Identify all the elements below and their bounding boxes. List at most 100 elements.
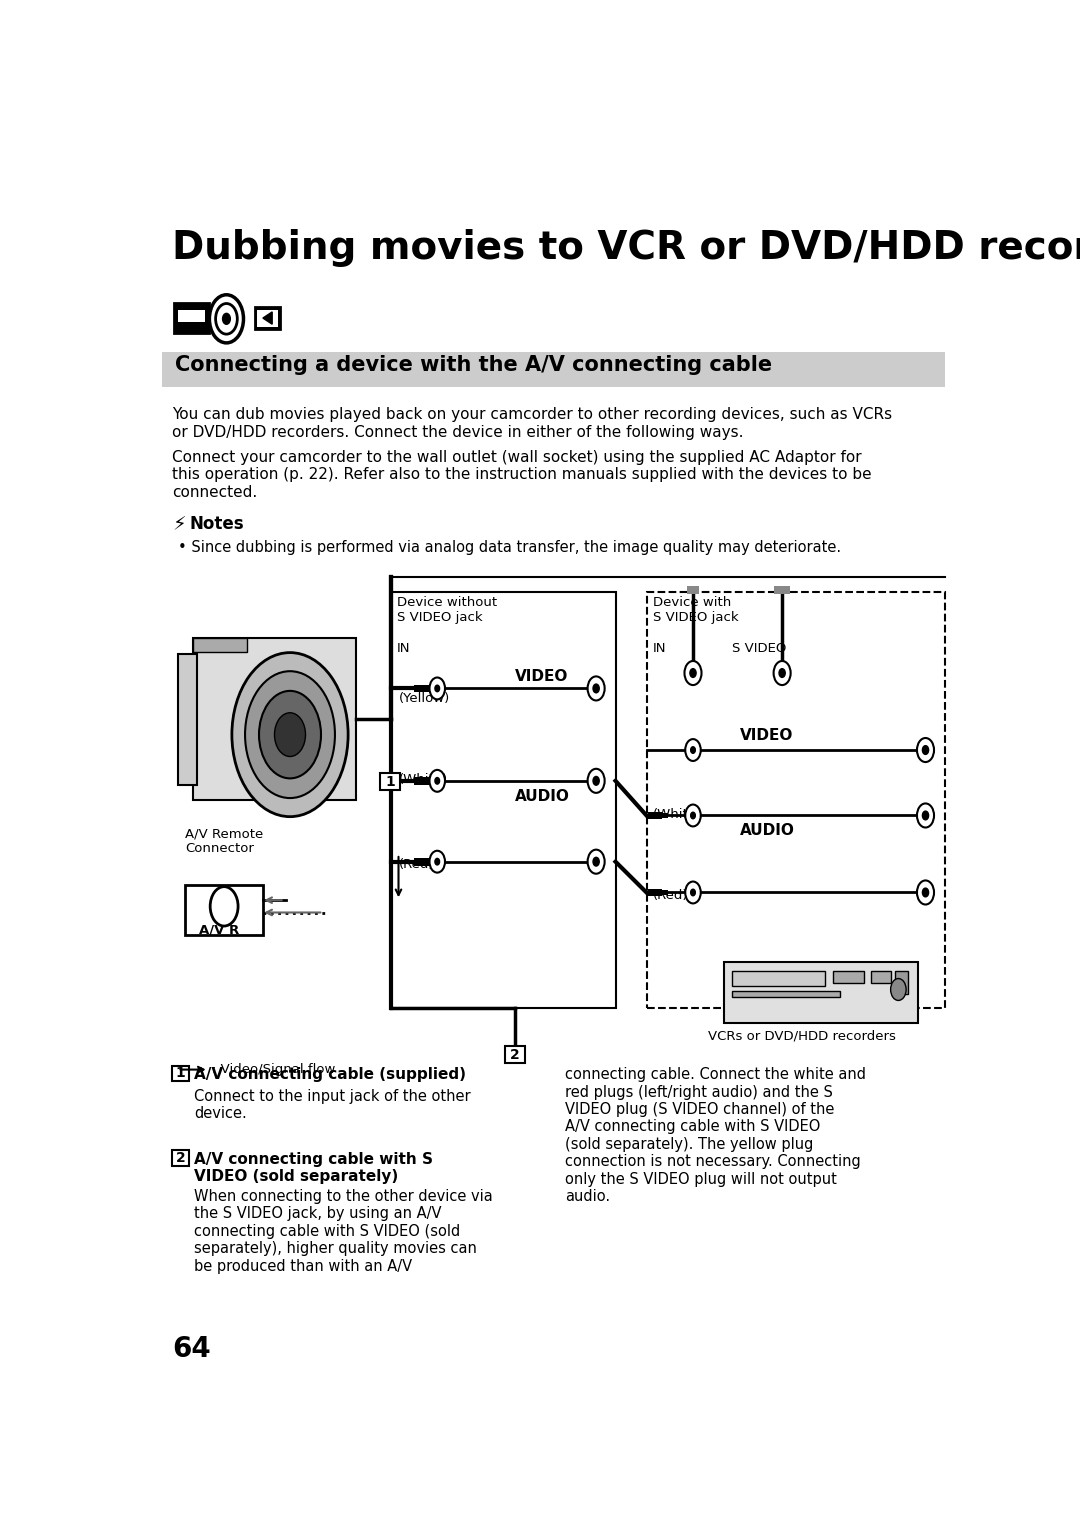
Bar (200, 328, 203, 333)
Circle shape (435, 686, 440, 692)
Text: 1: 1 (176, 1066, 186, 1080)
Bar (172, 1150, 189, 1166)
Circle shape (593, 858, 599, 867)
Bar (255, 307, 280, 328)
Bar (194, 328, 198, 333)
Bar (162, 351, 945, 388)
Bar (184, 328, 187, 333)
Circle shape (245, 672, 335, 798)
Circle shape (922, 811, 929, 819)
Bar (774, 586, 789, 594)
Text: You can dub movies played back on your camcorder to other recording devices, suc: You can dub movies played back on your c… (172, 408, 892, 440)
Bar (833, 971, 864, 983)
Circle shape (430, 770, 445, 792)
Circle shape (917, 881, 934, 905)
Bar (178, 304, 181, 308)
Bar (257, 310, 278, 327)
Circle shape (588, 850, 605, 874)
Text: IN: IN (397, 643, 410, 655)
Text: (White): (White) (652, 808, 702, 821)
Text: 2: 2 (510, 1048, 519, 1062)
Bar (732, 991, 840, 997)
Circle shape (435, 859, 440, 865)
Bar (414, 684, 430, 692)
Text: AUDIO: AUDIO (740, 824, 795, 838)
Text: A/V connecting cable with S
VIDEO (sold separately): A/V connecting cable with S VIDEO (sold … (194, 1152, 433, 1184)
Text: • Since dubbing is performed via analog data transfer, the image quality may det: • Since dubbing is performed via analog … (177, 540, 840, 555)
Bar (648, 888, 662, 896)
Circle shape (588, 769, 605, 793)
Text: Connect to the input jack of the other
device.: Connect to the input jack of the other d… (194, 1089, 471, 1121)
Polygon shape (262, 311, 272, 324)
Text: Device without
S VIDEO jack: Device without S VIDEO jack (397, 597, 497, 624)
Circle shape (685, 804, 701, 827)
Bar (177, 653, 197, 785)
Circle shape (685, 739, 701, 761)
Circle shape (917, 738, 934, 762)
Circle shape (274, 713, 306, 756)
Text: VIDEO: VIDEO (515, 669, 568, 684)
Bar (428, 859, 437, 864)
Bar (178, 310, 205, 322)
Bar (177, 308, 205, 328)
Text: VCRs or DVD/HDD recorders: VCRs or DVD/HDD recorders (708, 1029, 896, 1043)
Bar (414, 778, 430, 785)
Text: A/V Remote
Connector: A/V Remote Connector (186, 827, 264, 854)
Bar (189, 328, 192, 333)
Circle shape (222, 313, 230, 324)
Bar (894, 971, 908, 994)
Circle shape (232, 652, 348, 816)
Bar (872, 971, 891, 983)
Bar (428, 779, 437, 784)
Text: 64: 64 (172, 1335, 211, 1364)
Bar (661, 890, 669, 894)
Circle shape (430, 851, 445, 873)
Bar (380, 773, 400, 790)
Text: S VIDEO: S VIDEO (732, 643, 786, 655)
Circle shape (435, 778, 440, 784)
Bar (186, 885, 262, 934)
Text: 2: 2 (176, 1150, 186, 1166)
Text: : Video/Signal flow: : Video/Signal flow (213, 1063, 336, 1077)
Text: Device with
S VIDEO jack: Device with S VIDEO jack (652, 597, 739, 624)
Bar (200, 304, 203, 308)
Bar (647, 592, 945, 1008)
Text: IN: IN (652, 643, 666, 655)
Bar (732, 971, 825, 986)
Text: A/V connecting cable (supplied): A/V connecting cable (supplied) (194, 1068, 465, 1083)
Circle shape (588, 676, 605, 701)
Circle shape (922, 888, 929, 897)
Circle shape (211, 887, 238, 927)
Text: 1: 1 (386, 775, 395, 788)
Circle shape (917, 804, 934, 827)
Bar (174, 304, 210, 333)
Bar (648, 811, 662, 819)
Circle shape (691, 890, 696, 896)
Text: (Yellow): (Yellow) (399, 692, 449, 706)
Bar (687, 586, 699, 594)
Text: Connect your camcorder to the wall outlet (wall socket) using the supplied AC Ad: Connect your camcorder to the wall outle… (172, 449, 872, 500)
Text: ⚡: ⚡ (172, 515, 186, 534)
Bar (194, 304, 198, 308)
Circle shape (685, 882, 701, 904)
Text: (White): (White) (399, 773, 447, 785)
Bar (391, 592, 616, 1008)
Bar (414, 858, 430, 865)
Circle shape (922, 746, 929, 755)
Text: VIDEO: VIDEO (740, 729, 793, 744)
Text: AUDIO: AUDIO (515, 788, 569, 804)
Text: (Red): (Red) (399, 858, 434, 871)
Circle shape (685, 661, 702, 686)
Circle shape (690, 669, 697, 678)
Circle shape (773, 661, 791, 686)
Text: Connecting a device with the A/V connecting cable: Connecting a device with the A/V connect… (175, 354, 772, 374)
Bar (428, 686, 437, 690)
Circle shape (259, 690, 321, 778)
Bar (189, 304, 192, 308)
Circle shape (891, 979, 906, 1000)
Bar (193, 638, 247, 652)
Circle shape (593, 684, 599, 693)
Text: connecting cable. Connect the white and
red plugs (left/right audio) and the S
V: connecting cable. Connect the white and … (565, 1068, 866, 1204)
Text: (Red): (Red) (652, 888, 688, 902)
Bar (184, 304, 187, 308)
